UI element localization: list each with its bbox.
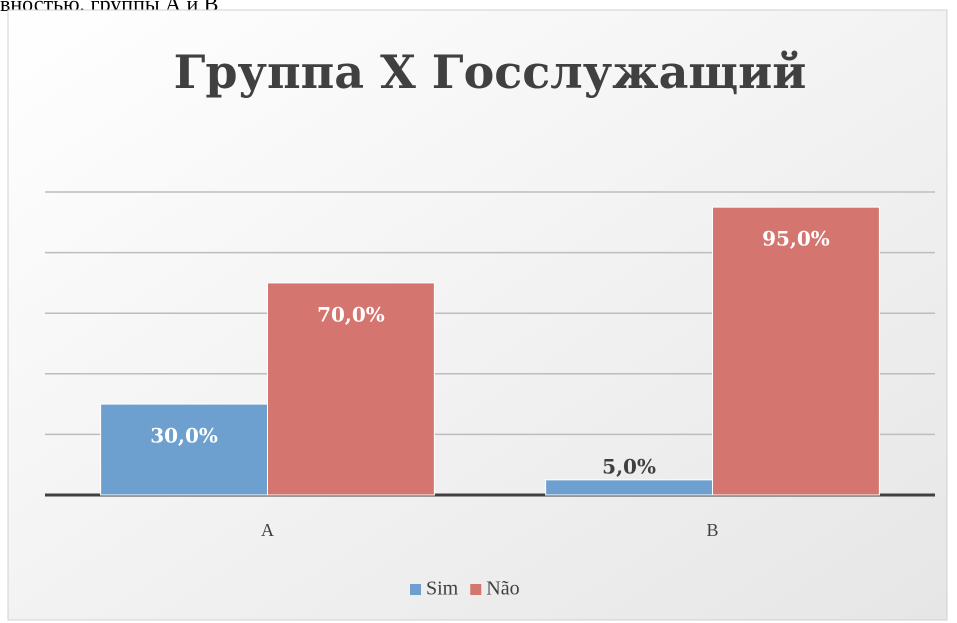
- bar: [267, 282, 435, 496]
- legend-swatch: [410, 584, 421, 595]
- chart-title: Группа X Госслужащий: [174, 45, 807, 99]
- bar: [712, 206, 880, 496]
- x-tick-label: B: [706, 520, 718, 540]
- data-label: 5,0%: [602, 454, 656, 478]
- data-label: 95,0%: [762, 227, 830, 251]
- data-label: 70,0%: [317, 302, 385, 326]
- x-tick-label: A: [261, 520, 274, 540]
- bar: [100, 403, 268, 496]
- legend-label: Sim: [426, 578, 459, 600]
- data-label: 30,0%: [150, 424, 218, 448]
- bar: [545, 479, 713, 496]
- legend-swatch: [470, 584, 482, 595]
- legend-label: Não: [486, 578, 519, 600]
